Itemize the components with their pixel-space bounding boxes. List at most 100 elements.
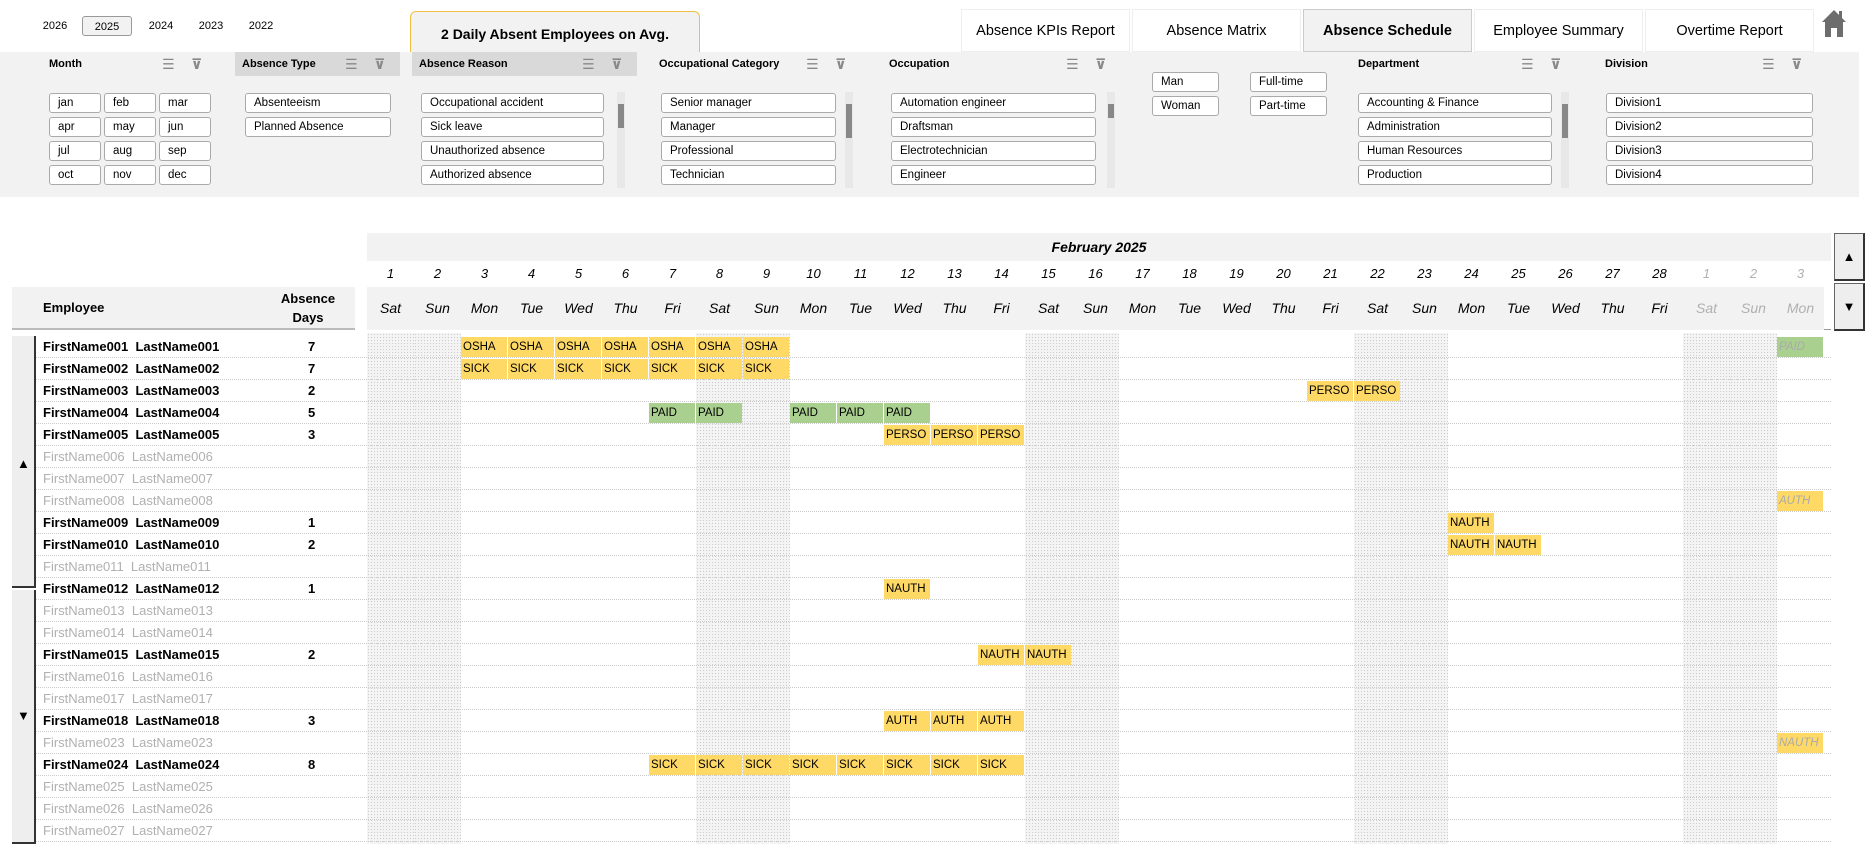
absence-cell[interactable]: PERSO	[1307, 381, 1353, 401]
gender-item[interactable]: Man	[1152, 72, 1219, 92]
clear-filter-icon[interactable]: ⊽	[374, 56, 386, 72]
table-row[interactable]: FirstName015 LastName015 2 NAUTH NAUTH	[36, 644, 1831, 666]
table-row[interactable]: FirstName027 LastName027	[36, 820, 1831, 842]
table-row[interactable]: FirstName008 LastName008 AUTH	[36, 490, 1831, 512]
absence-cell[interactable]: PAID	[837, 403, 883, 423]
absence-cell[interactable]: NAUTH	[1448, 513, 1494, 533]
table-row[interactable]: FirstName013 LastName013	[36, 600, 1831, 622]
occupational_category-item[interactable]: Technician	[661, 165, 836, 185]
table-row[interactable]: FirstName007 LastName007	[36, 468, 1831, 490]
absence_reason-item[interactable]: Authorized absence	[421, 165, 604, 185]
absence-cell[interactable]: OSHA	[461, 337, 507, 357]
scrollbar-thumb[interactable]	[618, 104, 624, 128]
gender-item[interactable]: Woman	[1152, 96, 1219, 116]
department-item[interactable]: Accounting & Finance	[1358, 93, 1552, 113]
absence-cell[interactable]: OSHA	[555, 337, 601, 357]
scrollbar-thumb[interactable]	[846, 104, 852, 138]
occupational_category-item[interactable]: Senior manager	[661, 93, 836, 113]
table-row[interactable]: FirstName023 LastName023 NAUTH	[36, 732, 1831, 754]
table-row[interactable]: FirstName017 LastName017	[36, 688, 1831, 710]
absence-cell[interactable]: AUTH	[884, 711, 930, 731]
clear-filter-icon[interactable]: ⊽	[191, 56, 203, 72]
absence-cell[interactable]: SICK	[978, 755, 1024, 775]
absence-cell[interactable]: PERSO	[1354, 381, 1400, 401]
division-item[interactable]: Division3	[1606, 141, 1813, 161]
month-item[interactable]: jun	[159, 117, 211, 137]
absence-cell[interactable]: SICK	[649, 359, 695, 379]
month-item[interactable]: apr	[49, 117, 101, 137]
clear-filter-icon[interactable]: ⊽	[1550, 56, 1562, 72]
scrollbar-thumb[interactable]	[1562, 104, 1568, 138]
absence-cell[interactable]: SICK	[696, 359, 742, 379]
tab-absence-matrix[interactable]: Absence Matrix	[1132, 9, 1301, 52]
month-item[interactable]: dec	[159, 165, 211, 185]
multi-select-icon[interactable]: ☰	[162, 56, 175, 72]
absence-cell[interactable]: SICK	[931, 755, 977, 775]
occupational_category-item[interactable]: Professional	[661, 141, 836, 161]
month-item[interactable]: nov	[104, 165, 156, 185]
absence-cell[interactable]: OSHA	[508, 337, 554, 357]
department-scrollbar[interactable]	[1561, 92, 1569, 188]
occupation-item[interactable]: Draftsman	[891, 117, 1096, 137]
absence-cell[interactable]: OSHA	[743, 337, 789, 357]
month-item[interactable]: mar	[159, 93, 211, 113]
absence_reason-scrollbar[interactable]	[617, 92, 625, 188]
absence-cell[interactable]: OSHA	[602, 337, 648, 357]
clear-filter-icon[interactable]: ⊽	[835, 56, 847, 72]
table-row[interactable]: FirstName011 LastName011	[36, 556, 1831, 578]
occupation-item[interactable]: Engineer	[891, 165, 1096, 185]
table-row[interactable]: FirstName025 LastName025	[36, 776, 1831, 798]
scroll-days-left[interactable]: ▲	[1834, 233, 1865, 281]
absence-cell[interactable]: NAUTH	[1448, 535, 1494, 555]
absence-cell[interactable]: SICK	[696, 755, 742, 775]
multi-select-icon[interactable]: ☰	[582, 56, 595, 72]
tab-absence-kpis-report[interactable]: Absence KPIs Report	[961, 9, 1130, 52]
absence-cell[interactable]: NAUTH	[1495, 535, 1541, 555]
table-row[interactable]: FirstName005 LastName005 3 PERSO PERSO PERSO	[36, 424, 1831, 446]
division-item[interactable]: Division4	[1606, 165, 1813, 185]
absence_type-item[interactable]: Planned Absence	[245, 117, 391, 137]
absence-cell[interactable]: SICK	[461, 359, 507, 379]
month-item[interactable]: jul	[49, 141, 101, 161]
absence-cell[interactable]: NAUTH	[978, 645, 1024, 665]
occupational_category-item[interactable]: Manager	[661, 117, 836, 137]
occupational_category-scrollbar[interactable]	[845, 92, 853, 188]
absence-cell[interactable]: SICK	[743, 755, 789, 775]
department-item[interactable]: Administration	[1358, 117, 1552, 137]
table-row[interactable]: FirstName010 LastName010 2 NAUTH NAUTH	[36, 534, 1831, 556]
table-row[interactable]: FirstName016 LastName016	[36, 666, 1831, 688]
division-item[interactable]: Division2	[1606, 117, 1813, 137]
clear-filter-icon[interactable]: ⊽	[1791, 56, 1803, 72]
scrollbar-thumb[interactable]	[1108, 104, 1114, 118]
multi-select-icon[interactable]: ☰	[345, 56, 358, 72]
table-row[interactable]: FirstName009 LastName009 1 NAUTH	[36, 512, 1831, 534]
multi-select-icon[interactable]: ☰	[1762, 56, 1775, 72]
table-row[interactable]: FirstName002 LastName002 7 SICK SICK SICK SIC…	[36, 358, 1831, 380]
tab-overtime-report[interactable]: Overtime Report	[1645, 9, 1814, 52]
absence-cell[interactable]: PERSO	[931, 425, 977, 445]
absence-cell[interactable]: SICK	[555, 359, 601, 379]
absence-cell[interactable]: PAID	[649, 403, 695, 423]
home-button[interactable]	[1820, 8, 1848, 40]
absence_reason-item[interactable]: Unauthorized absence	[421, 141, 604, 161]
scroll-employees-down[interactable]: ▼	[12, 590, 36, 844]
absence-cell[interactable]: SICK	[837, 755, 883, 775]
absence_reason-item[interactable]: Sick leave	[421, 117, 604, 137]
absence-cell[interactable]: PAID	[884, 403, 930, 423]
table-row[interactable]: FirstName014 LastName014	[36, 622, 1831, 644]
occupation-item[interactable]: Automation engineer	[891, 93, 1096, 113]
absence-cell[interactable]: PERSO	[884, 425, 930, 445]
occupation-scrollbar[interactable]	[1107, 92, 1115, 188]
multi-select-icon[interactable]: ☰	[806, 56, 819, 72]
scroll-days-right[interactable]: ▼	[1834, 283, 1865, 331]
department-item[interactable]: Production	[1358, 165, 1552, 185]
absence-cell[interactable]: PAID	[1777, 337, 1823, 357]
multi-select-icon[interactable]: ☰	[1066, 56, 1079, 72]
clear-filter-icon[interactable]: ⊽	[611, 56, 623, 72]
table-row[interactable]: FirstName003 LastName003 2 PERSO PERSO	[36, 380, 1831, 402]
absence_reason-item[interactable]: Occupational accident	[421, 93, 604, 113]
year-2024[interactable]: 2024	[148, 20, 174, 32]
year-2022[interactable]: 2022	[248, 20, 274, 32]
month-item[interactable]: sep	[159, 141, 211, 161]
year-2026[interactable]: 2026	[42, 20, 68, 32]
